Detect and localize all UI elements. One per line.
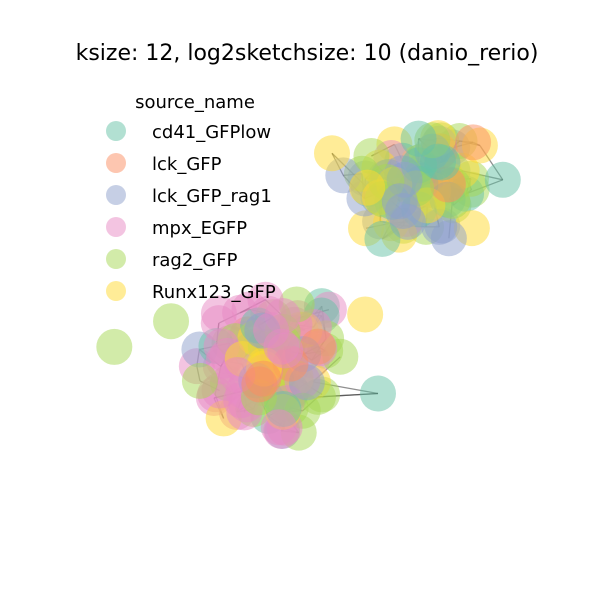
- graph-node: [353, 137, 390, 174]
- legend-title: source_name: [135, 92, 255, 113]
- legend-marker: [106, 281, 126, 301]
- legend-marker: [106, 249, 126, 269]
- graph-node: [364, 220, 401, 257]
- graph-node: [299, 328, 336, 365]
- graph-node: [241, 366, 278, 403]
- graph-node: [359, 375, 396, 412]
- graph-node: [267, 332, 304, 369]
- legend-label: mpx_EGFP: [152, 218, 247, 239]
- graph-node: [96, 328, 133, 365]
- legend-label: lck_GFP: [152, 154, 222, 175]
- legend-marker: [106, 185, 126, 205]
- graph-node: [430, 220, 467, 257]
- legend-label: lck_GFP_rag1: [152, 186, 272, 207]
- legend-label: Runx123_GFP: [152, 282, 276, 303]
- legend-marker: [106, 217, 126, 237]
- graph-node: [400, 120, 437, 157]
- graph-node: [181, 362, 218, 399]
- graph-node: [347, 296, 384, 333]
- legend-marker: [106, 121, 126, 141]
- graph-node: [260, 409, 297, 446]
- legend: source_name cd41_GFPlow lck_GFP lck_GFP_ra…: [106, 92, 276, 303]
- chart-title: ksize: 12, log2sketchsize: 10 (danio_rer…: [76, 41, 539, 66]
- graph-nodes: [96, 120, 521, 451]
- graph-node: [153, 303, 190, 340]
- legend-label: rag2_GFP: [152, 250, 238, 271]
- legend-marker: [106, 153, 126, 173]
- graph-node: [313, 135, 350, 172]
- graph-node: [484, 161, 521, 198]
- graph-node: [455, 124, 492, 161]
- legend-label: cd41_GFPlow: [152, 122, 271, 143]
- graph-node: [349, 169, 386, 206]
- graph-node: [385, 193, 422, 230]
